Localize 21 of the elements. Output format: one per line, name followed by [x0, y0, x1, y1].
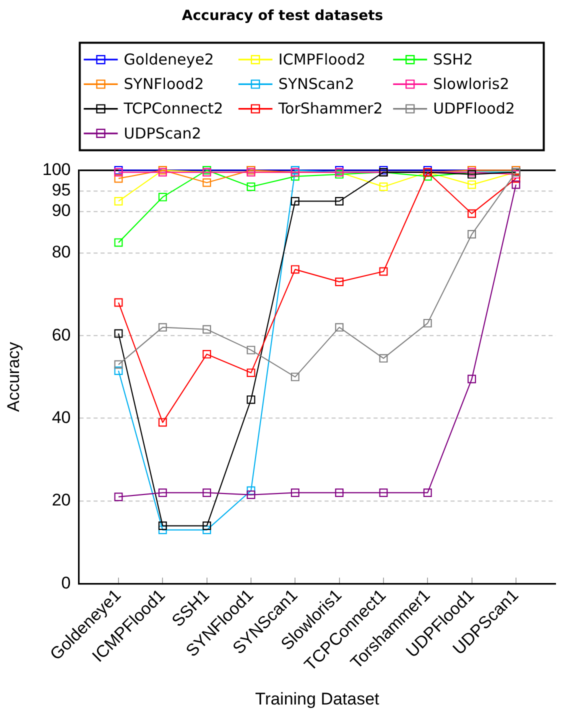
- y-tick-label: 80: [52, 242, 71, 262]
- legend-label: TorShammer2: [277, 100, 383, 118]
- y-tick-label: 60: [52, 325, 71, 344]
- legend-label: SYNScan2: [278, 75, 354, 94]
- legend-label: SSH2: [433, 50, 473, 68]
- legend-label: Slowloris2: [433, 75, 510, 94]
- y-tick-label: 95: [52, 180, 71, 200]
- chart-title: Accuracy of test datasets: [182, 8, 384, 24]
- y-tick-label: 20: [52, 490, 71, 510]
- y-tick-label: 40: [52, 408, 71, 427]
- y-tick-label: 90: [52, 201, 71, 220]
- y-tick-label: 100: [42, 160, 71, 179]
- x-axis-title: Training Dataset: [255, 689, 380, 708]
- legend-label: TCPConnect2: [122, 100, 224, 118]
- y-tick-label: 0: [61, 573, 71, 592]
- y-axis-title: Accuracy: [4, 341, 23, 412]
- legend-label: UDPFlood2: [433, 100, 515, 118]
- legend-label: SYNFlood2: [124, 75, 204, 94]
- legend-label: UDPScan2: [124, 124, 202, 142]
- legend-label: ICMPFlood2: [278, 50, 366, 68]
- legend-label: Goldeneye2: [124, 50, 214, 68]
